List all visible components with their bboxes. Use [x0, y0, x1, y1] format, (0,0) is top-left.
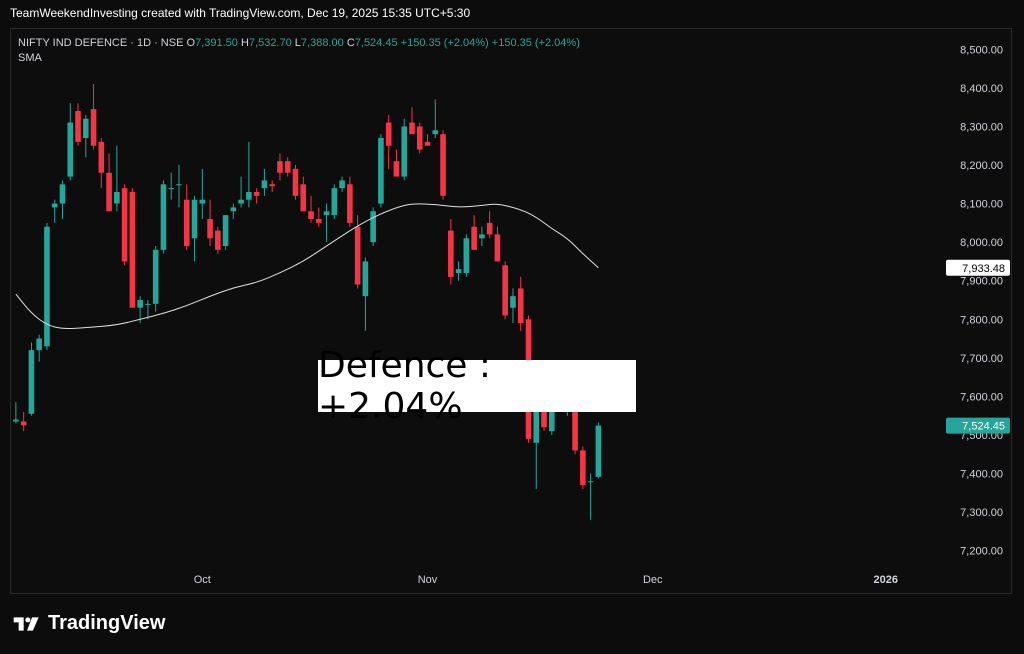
tradingview-logo-icon — [13, 616, 39, 631]
tradingview-brand-label: TradingView — [48, 612, 166, 634]
low-label: L — [294, 37, 301, 49]
chart-panel[interactable] — [10, 28, 1012, 594]
attribution-text: TeamWeekendInvesting created with Tradin… — [10, 6, 471, 20]
defence-annotation: Defence : +2.04% — [318, 345, 636, 427]
close-label: C — [346, 37, 355, 49]
high-value: 7,532.70 — [248, 37, 292, 49]
change-value: +150.35 (+2.04%) — [400, 37, 489, 49]
chart-legend: NIFTY IND DEFENCE · 1D · NSE O7,391.50 H… — [18, 37, 580, 64]
symbol-label: NIFTY IND DEFENCE · 1D · NSE — [18, 37, 184, 49]
low-value: 7,388.00 — [300, 37, 344, 49]
close-value: 7,524.45 — [354, 37, 398, 49]
high-label: H — [240, 37, 249, 49]
open-value: 7,391.50 — [195, 37, 238, 49]
sma-indicator-label[interactable]: SMA — [18, 52, 42, 64]
tradingview-brand[interactable]: TradingView — [12, 612, 165, 635]
open-label: O — [186, 37, 196, 49]
change-value-secondary: +150.35 (+2.04%) — [491, 37, 580, 49]
